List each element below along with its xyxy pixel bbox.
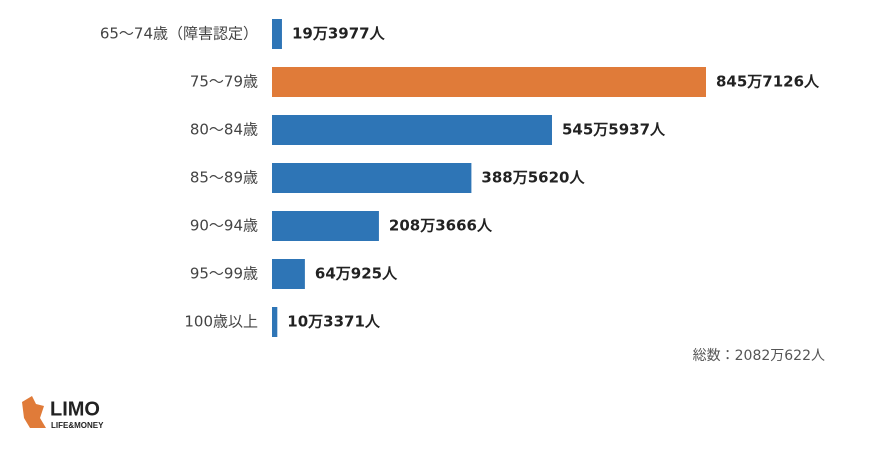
value-label: 388万5620人 [481,169,585,187]
total-annotation: 総数：2082万622人 [693,348,825,364]
value-label: 545万5937人 [562,121,666,139]
logo: LIMO LIFE&MONEY [22,396,104,430]
bar [272,307,278,337]
value-label: 845万7126人 [716,73,820,91]
category-label: 85〜89歳 [190,169,258,187]
category-label: 90〜94歳 [190,217,258,235]
category-label: 95〜99歳 [190,265,258,283]
logo-subtitle: LIFE&MONEY [51,421,104,430]
value-label: 19万3977人 [292,25,386,43]
category-label: 100歳以上 [184,313,258,331]
value-label: 10万3371人 [287,313,381,331]
category-label: 80〜84歳 [190,121,258,139]
bar [272,211,379,241]
bar [272,163,472,193]
category-label: 75〜79歳 [190,73,258,91]
bar [272,19,282,49]
logo-icon [22,396,46,428]
value-label: 64万925人 [315,265,398,283]
bar [272,67,706,97]
logo-title: LIMO [50,398,100,420]
category-label: 65〜74歳（障害認定） [100,25,258,43]
bar [272,115,552,145]
value-label: 208万3666人 [389,217,493,235]
bar [272,259,305,289]
